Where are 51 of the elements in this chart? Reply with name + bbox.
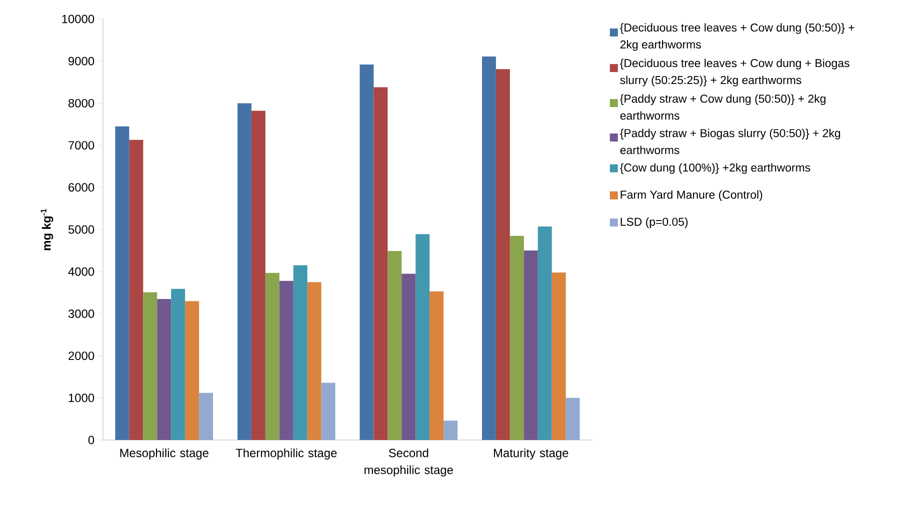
bar — [115, 126, 130, 440]
legend-label: {Paddy straw + Cow dung (50:50)} + 2kg earthworms — [620, 94, 826, 120]
x-tick-label: Thermophilic stage — [236, 448, 337, 460]
y-tick-label: 9000 — [68, 56, 94, 66]
bar — [293, 265, 308, 440]
bar — [185, 301, 200, 440]
bar — [279, 280, 294, 440]
bar — [496, 69, 510, 440]
bar — [402, 274, 416, 440]
legend-label: {Deciduous tree leaves + Cow dung + Biogas slurry (50:25:25)} + 2kg earthworms — [620, 58, 850, 86]
y-tick-label: 8000 — [68, 98, 94, 108]
bar — [538, 226, 552, 440]
y-tick-label: 2000 — [68, 352, 94, 360]
y-tick-label: 0 — [88, 436, 94, 444]
y-tick-label: 3000 — [68, 309, 94, 318]
bar — [566, 398, 580, 440]
bar — [416, 234, 430, 440]
bar — [157, 298, 172, 440]
bar — [129, 140, 144, 440]
legend-label: {Deciduous tree leaves + Cow dung (50:50)} + 2kg earthworms — [620, 23, 854, 51]
bar — [251, 110, 266, 440]
legend-label: {Paddy straw + Biogas slurry (50:50)} + 2kg earthworms — [620, 128, 840, 154]
legend-label: Farm Yard Manure (Control) — [620, 190, 762, 201]
legend-label: {Cow dung (100%)} +2kg earthworms — [620, 163, 810, 174]
bar — [510, 236, 524, 440]
bar — [388, 250, 402, 440]
y-tick-label: 4000 — [68, 267, 94, 276]
bar — [321, 382, 336, 440]
bar — [482, 56, 496, 440]
bar — [143, 292, 158, 440]
x-tick-label: Maturity stage — [494, 448, 568, 460]
bar — [360, 64, 374, 440]
bar — [374, 87, 388, 440]
legend-label: LSD (p=0.05) — [620, 217, 688, 228]
bar — [237, 103, 252, 440]
y-tick-label: 7000 — [68, 141, 94, 150]
x-tick-label: Mesophilic stage — [120, 448, 208, 460]
bar — [444, 420, 458, 440]
bar — [552, 272, 566, 440]
bar — [199, 392, 214, 440]
y-tick-label: 6000 — [68, 183, 94, 192]
bar — [307, 282, 322, 440]
y-tick-label: 1000 — [68, 394, 94, 402]
x-tick-label: Second mesophilic stage — [364, 448, 453, 477]
bar — [430, 291, 444, 440]
bar — [265, 272, 280, 440]
bar — [524, 250, 538, 440]
bar — [171, 288, 186, 440]
y-tick-label: 5000 — [68, 225, 94, 234]
y-axis-title: mg kg$^{-1}$ — [40, 208, 54, 250]
y-tick-label: 10000 — [62, 14, 94, 24]
